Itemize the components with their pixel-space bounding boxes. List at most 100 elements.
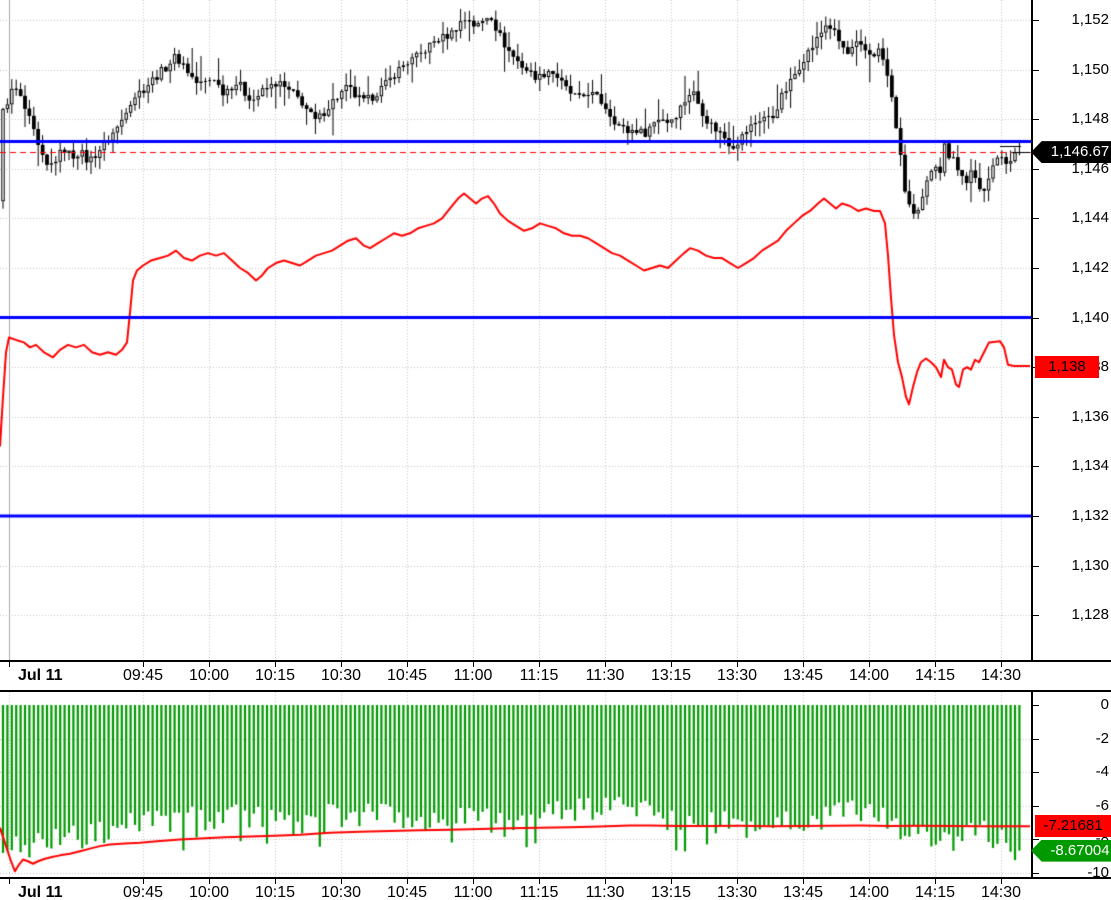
time-axis-tick: [209, 662, 210, 667]
time-label: 13:45: [782, 667, 824, 684]
time-axis-tick: [143, 879, 144, 884]
time-label: 14:30: [980, 884, 1022, 900]
time-axis-tick: [341, 662, 342, 667]
price-axis-tick: [1031, 516, 1039, 517]
time-label: 11:00: [453, 884, 493, 900]
price-label: 1,144: [1071, 209, 1109, 227]
price-axis-tick: [1031, 20, 1039, 21]
indicator-chart-canvas[interactable]: [0, 692, 1031, 877]
price-label: 1,130: [1071, 556, 1109, 574]
time-label: 09:45: [122, 884, 164, 900]
price-axis-line: [1031, 0, 1033, 900]
time-axis-tick: [737, 662, 738, 667]
time-label: 14:00: [848, 884, 890, 900]
price-axis-tick: [1031, 168, 1039, 170]
time-axis-bottom: Jul 11 09:45 10:00 10:15 10:30 10:45 11:00 11:…: [0, 879, 1111, 900]
price-label: 1,150: [1071, 60, 1109, 78]
time-label: 13:30: [716, 667, 758, 684]
price-axis-tick: [1031, 69, 1039, 71]
price-label: 1,146: [1071, 159, 1109, 177]
price-label: 1,142: [1071, 259, 1109, 276]
time-axis-tick: [209, 879, 210, 884]
time-axis-tick: [407, 879, 408, 884]
time-label: 14:30: [980, 667, 1022, 684]
time-label: 10:00: [188, 667, 230, 684]
time-label: 14:15: [914, 667, 956, 684]
time-label: 10:45: [386, 884, 428, 900]
time-label: 10:15: [254, 884, 296, 900]
price-label: -6: [1095, 796, 1109, 814]
price-label: 1,148: [1071, 110, 1109, 128]
time-axis-tick: [671, 662, 672, 667]
time-label: 14:00: [848, 667, 890, 684]
price-label: 1,132: [1071, 507, 1109, 524]
time-axis-tick: [539, 879, 540, 884]
price-label: 1,128: [1071, 606, 1109, 624]
indicator-average-tag: -7.21681: [1035, 815, 1111, 838]
time-axis-tick: [407, 662, 408, 667]
time-axis-tick: [275, 662, 276, 667]
price-axis-tick: [1031, 772, 1039, 774]
time-axis-tick: [143, 662, 144, 667]
time-label: 13:15: [650, 667, 692, 684]
price-axis-tick: [1031, 416, 1039, 418]
overlay-line-price-tag: 1,138: [1035, 356, 1099, 379]
date-label: Jul 11: [18, 884, 63, 900]
price-axis-tick: [1031, 119, 1039, 121]
time-axis-tick: [935, 879, 936, 884]
time-label: 11:15: [519, 667, 559, 684]
time-axis-tick: [671, 879, 672, 884]
price-label: -2: [1095, 729, 1109, 747]
price-axis-tick: [1031, 615, 1039, 617]
time-label: 11:30: [585, 884, 625, 900]
time-label: 14:15: [914, 884, 956, 900]
price-label: 1,152: [1071, 11, 1109, 28]
time-axis-tick: [935, 662, 936, 667]
price-chart-canvas[interactable]: [0, 0, 1031, 660]
price-label: 0: [1100, 696, 1109, 713]
time-axis-tick: [803, 662, 804, 667]
date-label: Jul 11: [18, 667, 63, 684]
price-label: -10: [1087, 864, 1109, 881]
time-axis-tick: [869, 662, 870, 667]
time-axis-tick: [737, 879, 738, 884]
time-label: 10:45: [386, 667, 428, 684]
price-axis-tick: [1031, 873, 1039, 874]
time-axis-tick: [869, 879, 870, 884]
price-axis-tick: [1031, 839, 1039, 841]
time-axis-tick: [1001, 879, 1002, 884]
time-label: 11:30: [585, 667, 625, 684]
time-axis-top: Jul 11 09:45 10:00 10:15 10:30 10:45 11:00 11:…: [0, 662, 1111, 690]
time-label: 13:15: [650, 884, 692, 900]
price-axis-tick: [1031, 738, 1039, 740]
panel-separator: [0, 877, 1111, 879]
time-label: 11:15: [519, 884, 559, 900]
time-axis-tick: [341, 879, 342, 884]
panel-separator: [0, 690, 1111, 692]
time-axis-tick: [473, 662, 474, 667]
panel-separator: [0, 660, 1111, 662]
price-axis-tick: [1031, 268, 1039, 269]
time-label: 13:30: [716, 884, 758, 900]
time-axis-tick: [9, 662, 10, 667]
time-axis-tick: [605, 662, 606, 667]
time-axis-tick: [539, 662, 540, 667]
time-label: 13:45: [782, 884, 824, 900]
price-label: 1,140: [1071, 308, 1109, 326]
indicator-last-value-tag: -8.67004: [1031, 839, 1111, 862]
time-label: 09:45: [122, 667, 164, 684]
price-axis-tick: [1031, 705, 1039, 706]
price-axis-tick: [1031, 466, 1039, 468]
time-axis-tick: [1001, 662, 1002, 667]
time-label: 11:00: [453, 667, 493, 684]
price-label: 1,136: [1071, 407, 1109, 425]
price-axis-tick: [1031, 805, 1039, 807]
price-axis-tick: [1031, 317, 1039, 319]
time-axis-tick: [473, 879, 474, 884]
time-axis-tick: [803, 879, 804, 884]
time-label: 10:30: [320, 667, 362, 684]
time-axis-tick: [275, 879, 276, 884]
time-axis-tick: [9, 879, 10, 884]
price-label: 1,134: [1071, 457, 1109, 475]
